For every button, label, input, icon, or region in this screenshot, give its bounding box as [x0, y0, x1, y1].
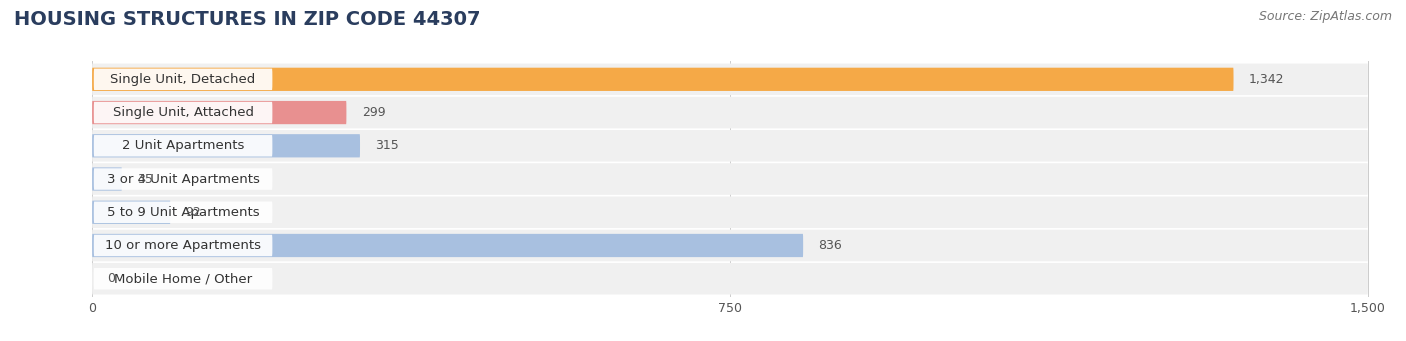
FancyBboxPatch shape: [94, 102, 273, 123]
Text: 315: 315: [375, 139, 399, 152]
FancyBboxPatch shape: [94, 268, 273, 290]
FancyBboxPatch shape: [91, 234, 803, 257]
Text: 10 or more Apartments: 10 or more Apartments: [105, 239, 262, 252]
Text: 35: 35: [138, 173, 153, 186]
FancyBboxPatch shape: [91, 196, 1368, 228]
FancyBboxPatch shape: [91, 201, 170, 224]
FancyBboxPatch shape: [91, 263, 1368, 295]
Text: 92: 92: [186, 206, 201, 219]
FancyBboxPatch shape: [94, 69, 273, 90]
Text: Mobile Home / Other: Mobile Home / Other: [114, 272, 252, 285]
Text: 5 to 9 Unit Apartments: 5 to 9 Unit Apartments: [107, 206, 259, 219]
FancyBboxPatch shape: [91, 63, 1368, 95]
FancyBboxPatch shape: [91, 101, 346, 124]
Text: 0: 0: [107, 272, 115, 285]
FancyBboxPatch shape: [91, 68, 1233, 91]
Text: 836: 836: [818, 239, 842, 252]
FancyBboxPatch shape: [91, 163, 1368, 195]
Text: 3 or 4 Unit Apartments: 3 or 4 Unit Apartments: [107, 173, 260, 186]
FancyBboxPatch shape: [94, 235, 273, 256]
FancyBboxPatch shape: [91, 167, 122, 191]
Text: 299: 299: [361, 106, 385, 119]
FancyBboxPatch shape: [94, 168, 273, 190]
Text: Source: ZipAtlas.com: Source: ZipAtlas.com: [1258, 10, 1392, 23]
Text: Single Unit, Attached: Single Unit, Attached: [112, 106, 253, 119]
FancyBboxPatch shape: [94, 135, 273, 157]
Text: HOUSING STRUCTURES IN ZIP CODE 44307: HOUSING STRUCTURES IN ZIP CODE 44307: [14, 10, 481, 29]
FancyBboxPatch shape: [94, 202, 273, 223]
Text: 1,342: 1,342: [1249, 73, 1284, 86]
FancyBboxPatch shape: [91, 134, 360, 158]
Text: Single Unit, Detached: Single Unit, Detached: [111, 73, 256, 86]
FancyBboxPatch shape: [91, 130, 1368, 162]
Text: 2 Unit Apartments: 2 Unit Apartments: [122, 139, 245, 152]
FancyBboxPatch shape: [91, 97, 1368, 128]
FancyBboxPatch shape: [91, 230, 1368, 261]
